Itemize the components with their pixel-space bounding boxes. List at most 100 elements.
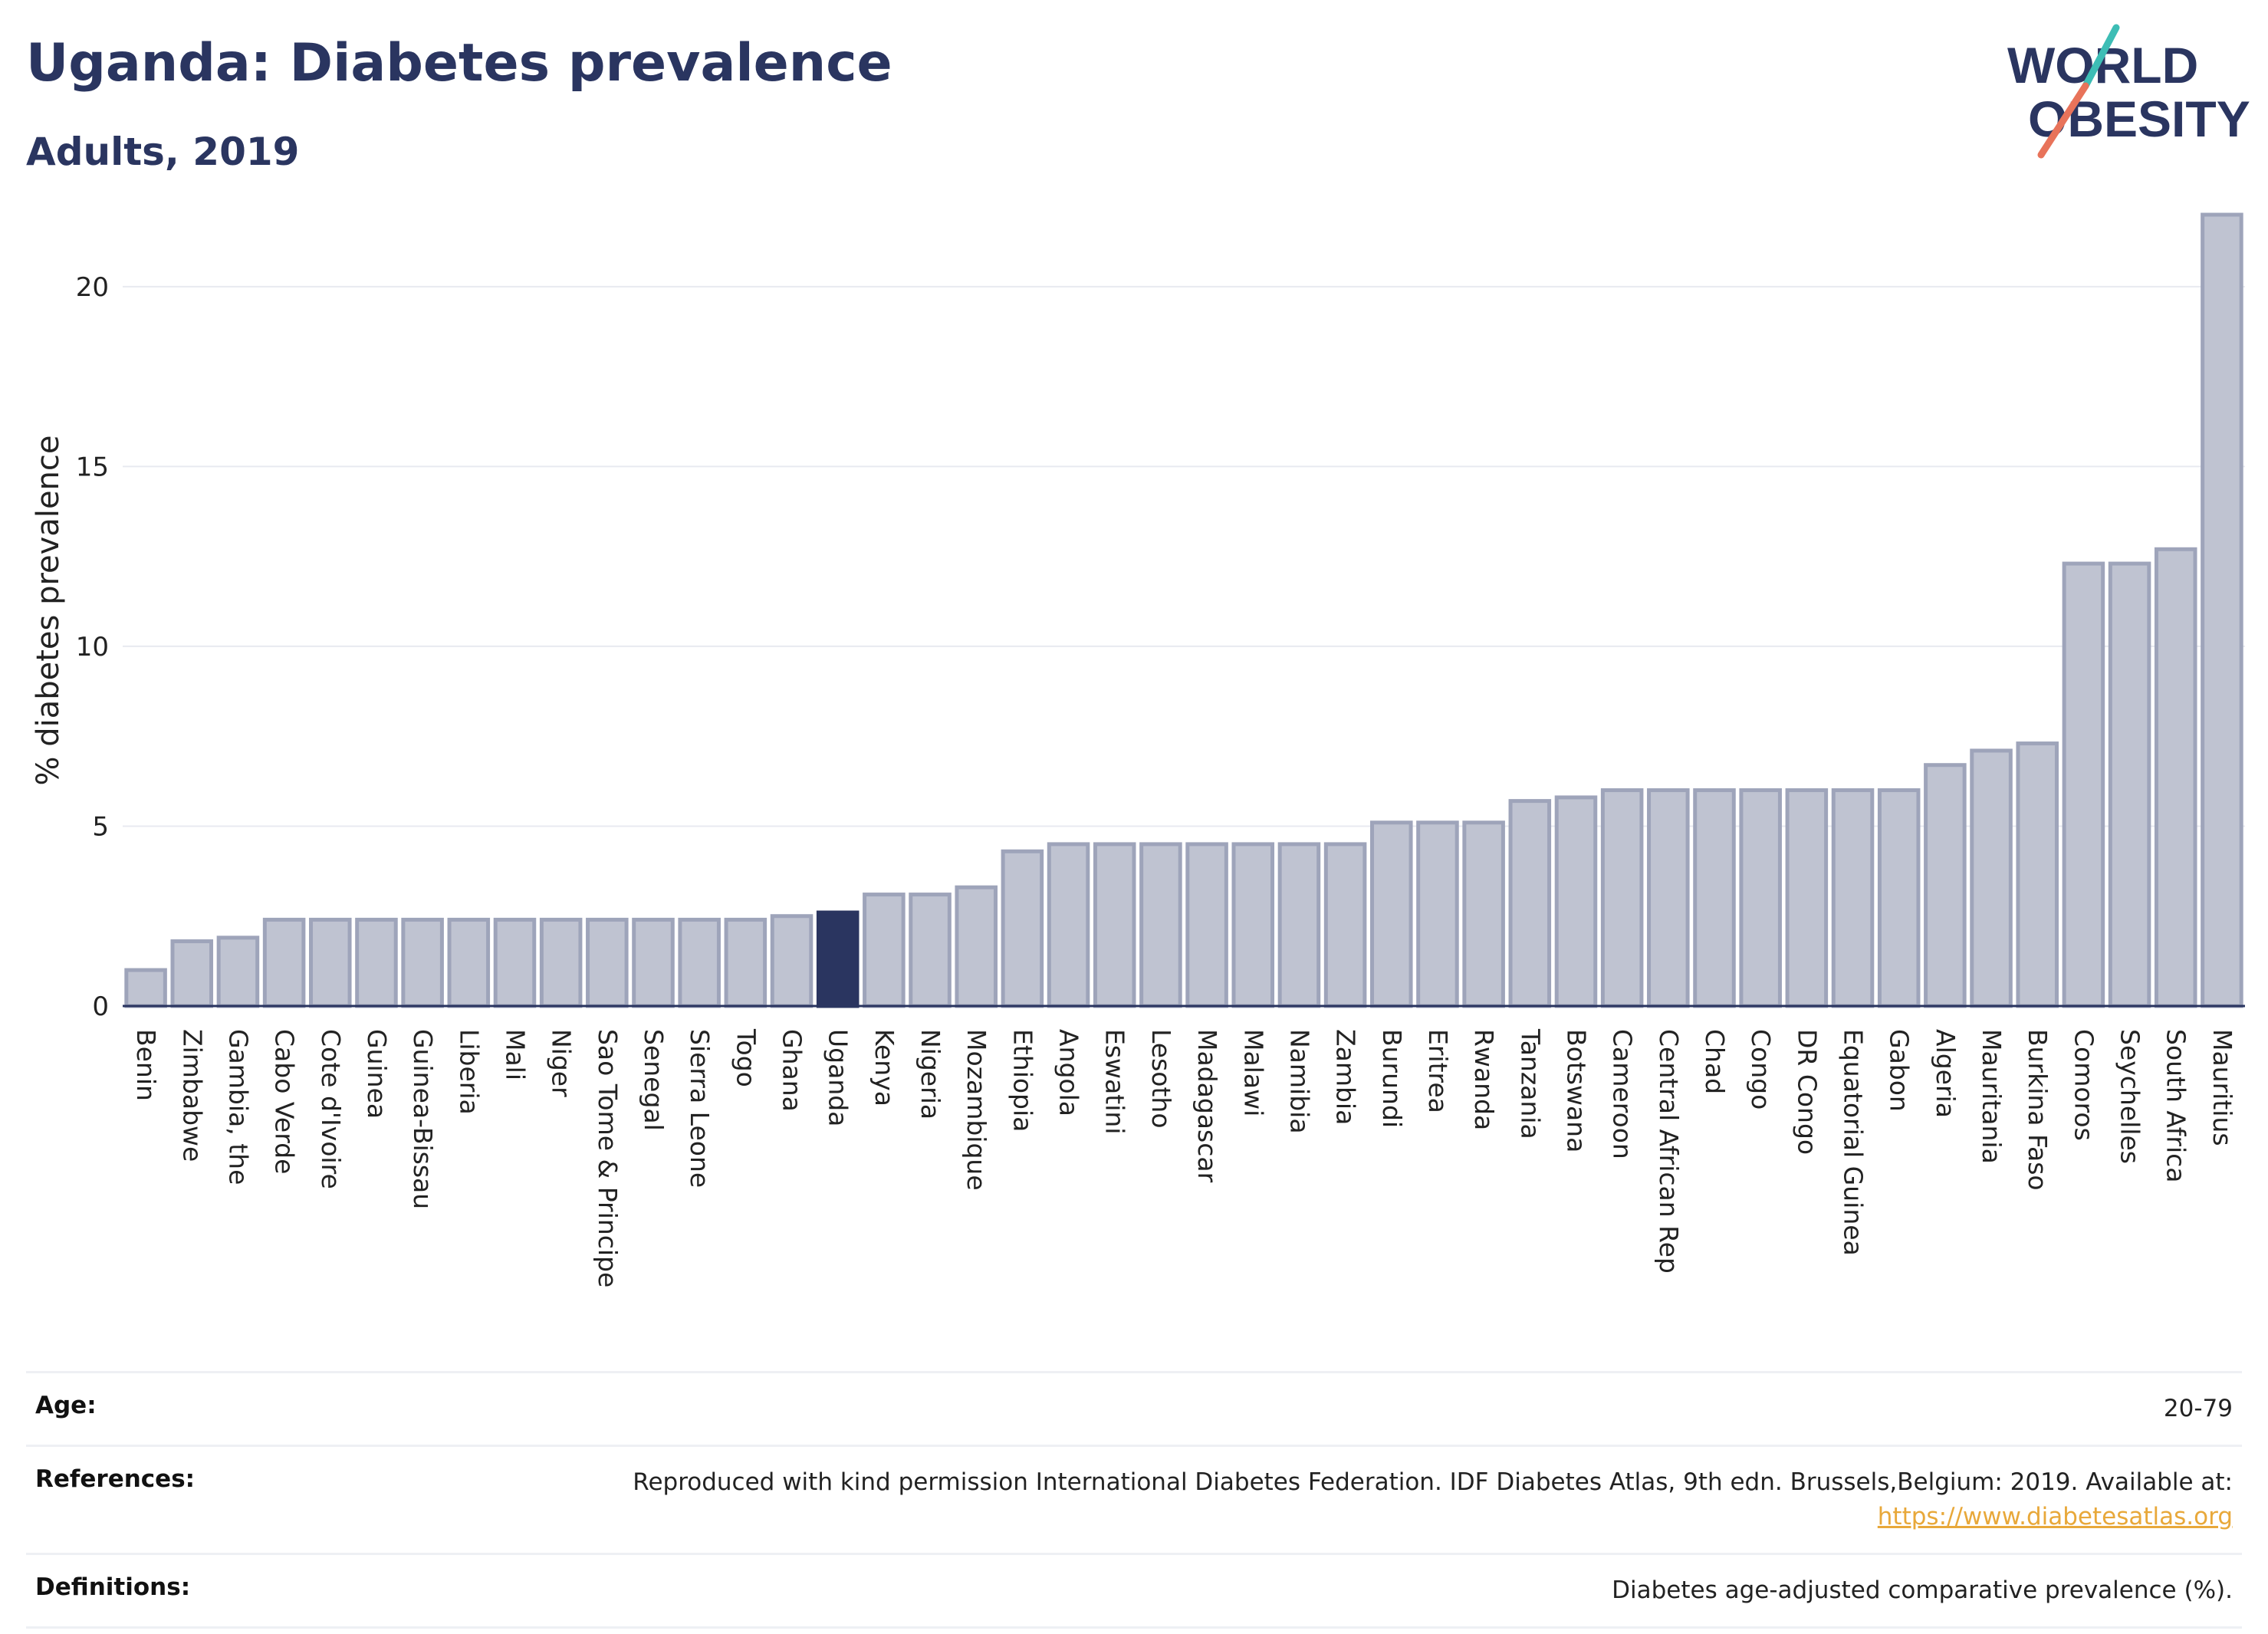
info-key-age: Age: [35, 1392, 97, 1419]
x-tick-zambia: Zambia [1331, 1029, 1361, 1125]
bar-zambia [1323, 842, 1367, 1008]
bar-senegal [632, 917, 675, 1008]
bar-dr-congo [1785, 788, 1829, 1008]
x-tick-zimbabwe: Zimbabwe [177, 1029, 207, 1162]
bar-ethiopia [1001, 849, 1044, 1008]
bar-mozambique [955, 885, 998, 1008]
x-tick-guinea-bissau: Guinea-Bissau [408, 1029, 438, 1209]
x-tick-sierra-leone: Sierra Leone [685, 1029, 715, 1188]
y-tick-labels: 0 5 10 15 20 [76, 272, 109, 1022]
bar-zimbabwe [170, 939, 214, 1008]
bar-central-african-rep [1647, 788, 1690, 1008]
bar-angola [1047, 842, 1090, 1008]
bar-eritrea [1416, 820, 1459, 1008]
bar-gabon [1877, 788, 1921, 1008]
info-row-definitions: Definitions: Diabetes age-adjusted compa… [26, 1552, 2242, 1629]
logo-slash-coral [2037, 82, 2089, 159]
bar-liberia [447, 917, 491, 1008]
bar-guinea [355, 917, 398, 1008]
info-row-references: References: Reproduced with kind permiss… [26, 1444, 2242, 1553]
x-tick-comoros: Comoros [2069, 1029, 2099, 1141]
references-text: Reproduced with kind permission Internat… [633, 1468, 2233, 1496]
x-tick-kenya: Kenya [869, 1029, 899, 1106]
info-table: Age: 20-79 References: Reproduced with k… [26, 1371, 2242, 1629]
x-tick-dr-congo: DR Congo [1792, 1029, 1822, 1155]
x-tick-central-african-rep: Central African Rep [1654, 1029, 1684, 1274]
bar-eswatini [1093, 842, 1136, 1008]
x-tick-cote-d-ivoire: Cote d'Ivoire [316, 1029, 346, 1189]
x-tick-guinea: Guinea [362, 1029, 392, 1119]
bar-burkina-faso [2016, 741, 2059, 1008]
chart-subtitle: Adults, 2019 [26, 130, 300, 174]
bar-malawi [1231, 842, 1275, 1008]
bar-niger [539, 917, 583, 1008]
x-tick-namibia: Namibia [1284, 1029, 1314, 1134]
x-tick-malawi: Malawi [1238, 1029, 1268, 1116]
y-tick-0: 0 [92, 991, 109, 1022]
bar-algeria [1924, 763, 1967, 1008]
bar-cameroon [1600, 788, 1644, 1008]
x-tick-south-africa: South Africa [2161, 1029, 2191, 1183]
x-tick-tanzania: Tanzania [1515, 1028, 1545, 1139]
references-link[interactable]: https://www.diabetesatlas.org [1877, 1502, 2233, 1530]
info-key-definitions: Definitions: [35, 1573, 191, 1601]
chart-title: Uganda: Diabetes prevalence [26, 33, 892, 94]
x-tick-mozambique: Mozambique [961, 1029, 991, 1191]
x-tick-seychelles: Seychelles [2115, 1029, 2145, 1164]
bar-nigeria [909, 893, 952, 1008]
info-value-references: Reproduced with kind permission Internat… [633, 1465, 2233, 1534]
x-tick-gambia-the: Gambia, the [223, 1029, 253, 1185]
x-tick-eswatini: Eswatini [1100, 1029, 1130, 1134]
bar-togo [724, 917, 768, 1008]
info-value-definitions: Diabetes age-adjusted comparative preval… [1612, 1576, 2233, 1604]
x-tick-chad: Chad [1700, 1029, 1730, 1094]
x-tick-labels: Benin Zimbabwe Gambia, the Cabo Verde Cote d… [131, 1028, 2237, 1287]
bar-comoros [2062, 561, 2105, 1008]
bar-chart: 0 5 10 15 20 Benin Zimbabwe Gambia, the Cabo Ve… [31, 212, 2245, 1287]
x-tick-eritrea: Eritrea [1423, 1029, 1453, 1113]
bar-cote-d-ivoire [309, 917, 352, 1008]
grid-lines [123, 285, 2245, 827]
y-tick-15: 15 [76, 452, 109, 482]
bar-namibia [1277, 842, 1321, 1008]
x-tick-cameroon: Cameroon [1608, 1029, 1638, 1159]
x-tick-senegal: Senegal [639, 1029, 669, 1131]
info-key-references: References: [35, 1465, 196, 1493]
bar-lesotho [1139, 842, 1182, 1008]
bar-chad [1693, 788, 1736, 1008]
bar-equatorial-guinea [1831, 788, 1875, 1008]
bar-cabo-verde [262, 917, 306, 1008]
x-tick-ghana: Ghana [777, 1029, 807, 1112]
x-tick-uganda: Uganda [823, 1029, 853, 1126]
bar-benin [124, 968, 167, 1008]
bar-mauritius [2201, 212, 2243, 1008]
x-tick-algeria: Algeria [1931, 1029, 1961, 1118]
x-tick-botswana: Botswana [1561, 1029, 1591, 1152]
x-tick-niger: Niger [547, 1029, 577, 1097]
bar-gambia-the [216, 935, 260, 1008]
bar-mauritania [1970, 748, 2013, 1008]
x-tick-lesotho: Lesotho [1146, 1029, 1176, 1129]
bar-uganda [816, 910, 860, 1008]
x-tick-liberia: Liberia [454, 1029, 484, 1115]
bar-burundi [1370, 820, 1413, 1008]
info-row-age: Age: 20-79 [26, 1371, 2242, 1445]
world-obesity-logo: WORLD OBESITY [2007, 24, 2250, 159]
x-tick-madagascar: Madagascar [1192, 1029, 1222, 1183]
x-tick-burundi: Burundi [1377, 1029, 1407, 1128]
bar-madagascar [1185, 842, 1228, 1008]
x-tick-mali: Mali [500, 1029, 530, 1080]
x-tick-mauritania: Mauritania [1977, 1029, 2007, 1164]
bar-botswana [1554, 795, 1598, 1008]
bar-rwanda [1462, 820, 1505, 1008]
bars [124, 212, 2243, 1008]
x-tick-benin: Benin [131, 1029, 161, 1101]
y-tick-5: 5 [92, 811, 109, 842]
y-axis-label: % diabetes prevalence [31, 435, 66, 785]
info-value-age: 20-79 [2163, 1395, 2233, 1422]
bar-south-africa [2154, 547, 2197, 1008]
y-tick-20: 20 [76, 272, 109, 303]
x-tick-congo: Congo [1746, 1029, 1776, 1110]
x-tick-sao-tome-principe: Sao Tome & Principe [593, 1029, 623, 1287]
bar-sao-tome-principe [586, 917, 629, 1008]
